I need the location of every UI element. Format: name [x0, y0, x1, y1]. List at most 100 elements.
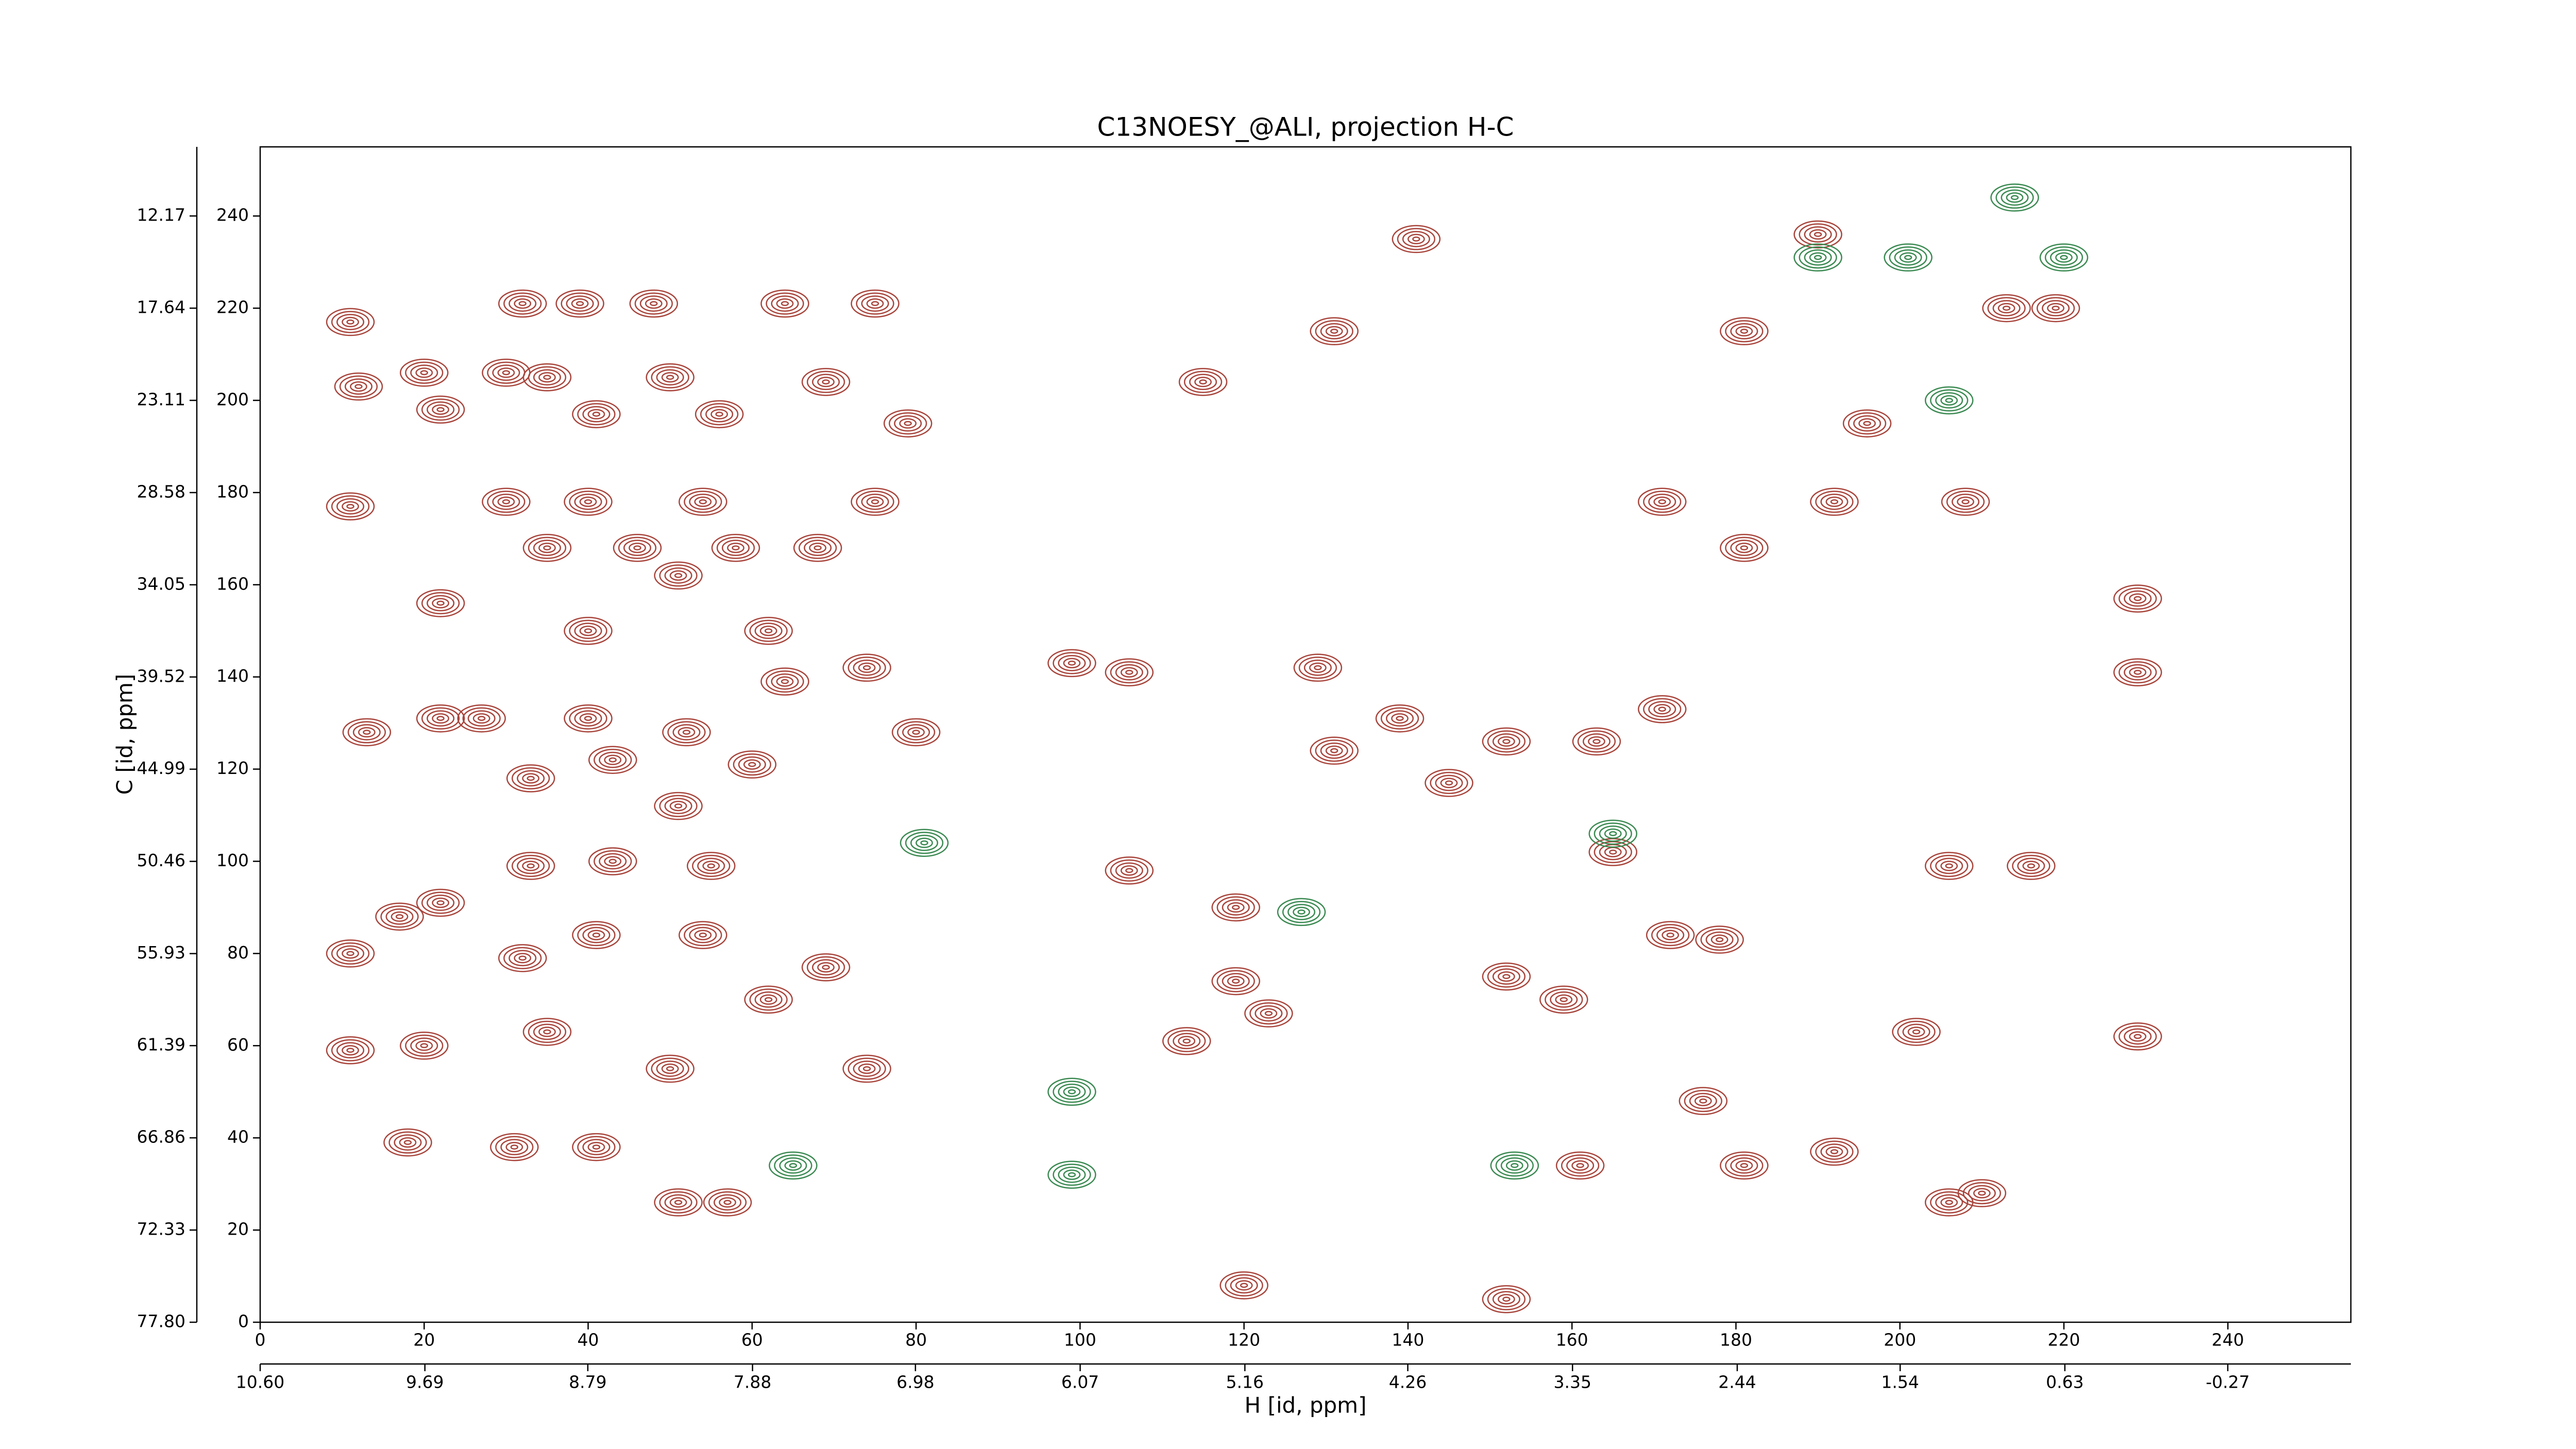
x-tick-label: 240 — [2212, 1330, 2244, 1350]
x2-tick-label: -0.27 — [2206, 1372, 2249, 1392]
peak — [2031, 294, 2080, 323]
y-tick-label: 240 — [216, 205, 249, 225]
peak — [1720, 1151, 1769, 1180]
peak — [1842, 409, 1892, 437]
x2-tick-label: 6.07 — [1061, 1372, 1099, 1392]
peak — [760, 667, 809, 696]
y2-tick-label: 61.39 — [137, 1035, 185, 1055]
y-tick-label: 220 — [216, 297, 249, 317]
peak — [1482, 727, 1531, 756]
peak — [1646, 921, 1695, 949]
peak — [883, 409, 933, 437]
y2-tick-label: 23.11 — [137, 389, 185, 409]
peak — [400, 1032, 449, 1060]
peak — [334, 372, 383, 401]
x-tick-label: 20 — [413, 1330, 435, 1350]
x2-tick-label: 3.35 — [1553, 1372, 1591, 1392]
peak — [744, 985, 793, 1014]
peak — [1105, 658, 1154, 686]
peak — [851, 487, 900, 516]
y2-tick-label: 44.99 — [137, 758, 185, 778]
peak — [1555, 1151, 1605, 1180]
peak — [711, 533, 760, 562]
peak — [1884, 243, 1933, 272]
x2-tick-label: 4.26 — [1389, 1372, 1427, 1392]
peak — [1637, 487, 1687, 516]
x2-tick-label: 5.16 — [1226, 1372, 1264, 1392]
x-tick-label: 140 — [1392, 1330, 1424, 1350]
x2-tick-label: 8.79 — [569, 1372, 606, 1392]
peak — [679, 487, 727, 516]
y2-tick-label: 77.80 — [137, 1311, 185, 1332]
peak — [694, 400, 744, 429]
peak — [2007, 852, 2056, 880]
y-tick-label: 0 — [238, 1311, 249, 1332]
peak — [1539, 985, 1588, 1014]
peak — [1793, 243, 1842, 272]
x-tick-label: 40 — [578, 1330, 599, 1350]
peak — [654, 791, 703, 820]
y-tick-label: 200 — [216, 389, 249, 409]
peak — [1047, 1077, 1096, 1106]
chart-title: C13NOESY_@ALI, projection H-C — [1097, 112, 1514, 142]
peak — [416, 704, 465, 733]
peak — [1047, 1160, 1096, 1189]
peak — [1105, 856, 1154, 885]
peak — [1277, 898, 1326, 926]
y2-tick-label: 66.86 — [137, 1127, 185, 1147]
x-tick-label: 120 — [1228, 1330, 1260, 1350]
y2-tick-label: 28.58 — [137, 481, 185, 501]
x-tick-label: 80 — [905, 1330, 927, 1350]
peak — [842, 1054, 891, 1083]
peak — [1572, 727, 1621, 756]
peak — [727, 750, 777, 779]
peak — [1720, 533, 1769, 562]
peak — [1211, 893, 1260, 922]
y2-tick-label: 72.33 — [137, 1219, 185, 1239]
peak — [760, 289, 809, 318]
y-tick-label: 60 — [227, 1035, 249, 1055]
peak — [490, 1133, 539, 1161]
peak — [1924, 852, 1974, 880]
peak — [564, 704, 613, 733]
y-tick-label: 140 — [216, 666, 249, 686]
x-tick-label: 160 — [1556, 1330, 1588, 1350]
peak — [2113, 658, 2162, 686]
peak — [629, 289, 679, 318]
peak — [506, 764, 555, 793]
peak — [1392, 225, 1441, 254]
peak — [1375, 704, 1425, 733]
x-tick-label: 180 — [1720, 1330, 1752, 1350]
peak — [900, 829, 949, 857]
peak — [851, 289, 900, 318]
peak — [1162, 1027, 1211, 1055]
y2-tick-label: 55.93 — [137, 942, 185, 963]
peak — [498, 944, 547, 972]
peak — [687, 852, 736, 880]
peak — [1941, 487, 1990, 516]
y2-tick-label: 50.46 — [137, 850, 185, 870]
y-tick-label: 160 — [216, 574, 249, 594]
peak — [1720, 317, 1769, 346]
peak — [1310, 736, 1359, 765]
peak — [1924, 386, 1974, 415]
y2-tick-label: 34.05 — [137, 574, 185, 594]
peak — [572, 921, 621, 949]
peak — [1425, 769, 1473, 797]
x2-tick-label: 6.98 — [896, 1372, 934, 1392]
peak — [564, 616, 613, 645]
peak — [1892, 1018, 1941, 1046]
peak — [522, 363, 572, 392]
peak — [522, 1018, 572, 1046]
peak — [801, 367, 851, 396]
peak — [1588, 819, 1638, 848]
x-tick-label: 0 — [255, 1330, 266, 1350]
y-tick-label: 120 — [216, 758, 249, 778]
peak — [564, 487, 613, 516]
peak — [1990, 183, 2039, 212]
peak — [842, 653, 891, 682]
peak — [588, 746, 637, 774]
y-tick-label: 20 — [227, 1219, 249, 1239]
peak — [572, 400, 621, 429]
